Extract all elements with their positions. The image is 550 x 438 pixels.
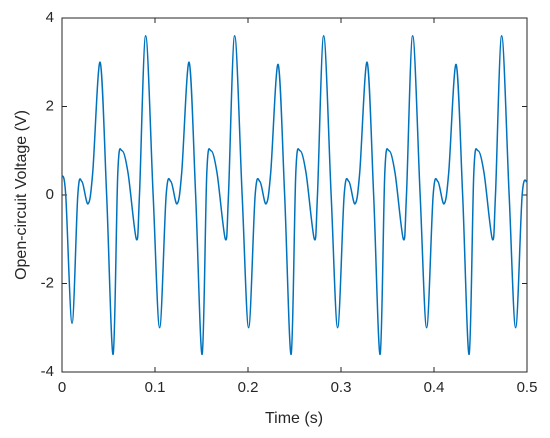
y-tick-label: 2: [46, 97, 54, 114]
x-tick-label: 0.1: [145, 379, 166, 396]
x-tick-label: 0.5: [517, 379, 538, 396]
x-tick-label: 0.2: [238, 379, 259, 396]
x-tick-label: 0: [58, 379, 66, 396]
y-tick-label: 4: [46, 9, 54, 26]
y-axis-label: Open-circuit Voltage (V): [13, 110, 30, 280]
x-tick-label: 0.3: [331, 379, 352, 396]
data-line: [61, 34, 528, 356]
y-tick-label: -4: [41, 363, 54, 380]
x-axis-label: Time (s): [265, 410, 323, 427]
x-tick-label: 0.4: [424, 379, 445, 396]
y-tick-label: 0: [46, 186, 54, 203]
y-tick-label: -2: [41, 274, 54, 291]
